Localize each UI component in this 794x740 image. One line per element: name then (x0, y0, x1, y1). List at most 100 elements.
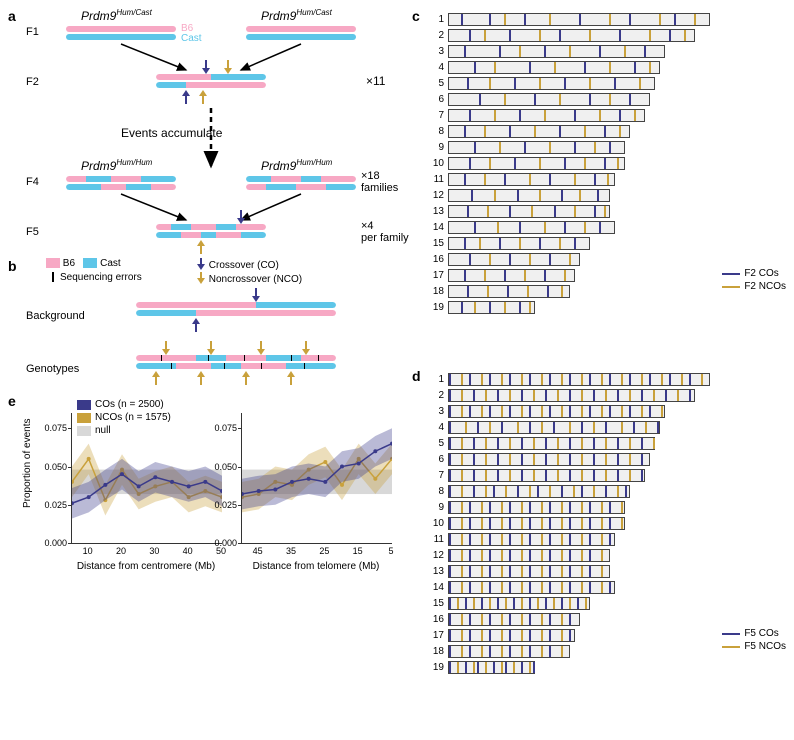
nco-tick (559, 94, 561, 105)
arrow-down-icon (236, 210, 246, 227)
arrow-up-icon (198, 90, 208, 107)
nco-tick (461, 438, 463, 449)
co-tick (479, 94, 481, 105)
nco-tick (557, 470, 559, 481)
co-tick (589, 566, 591, 577)
nco-tick (605, 470, 607, 481)
co-tick (509, 582, 511, 593)
co-tick (449, 598, 451, 609)
chromosome-number: 3 (426, 406, 444, 417)
co-tick (539, 238, 541, 249)
nco-tick (581, 470, 583, 481)
co-tick (665, 390, 667, 401)
co-tick (489, 14, 491, 25)
co-tick (489, 302, 491, 313)
nco-tick (481, 582, 483, 593)
prdm9-label: Prdm9Hum/Cast (261, 8, 332, 23)
arrow-up-icon (181, 90, 191, 107)
co-tick (529, 630, 531, 641)
nco-tick (599, 110, 601, 121)
nco-tick (501, 614, 503, 625)
nco-tick (653, 390, 655, 401)
chromosome-row: 12 (426, 188, 790, 202)
co-tick (605, 422, 607, 433)
arrow-down-icon (256, 341, 266, 358)
co-tick (569, 614, 571, 625)
co-tick (449, 662, 451, 673)
nco-tick (517, 422, 519, 433)
co-tick (469, 374, 471, 385)
co-tick (569, 454, 571, 465)
nco-tick (561, 646, 563, 657)
chromosome-number: 1 (426, 374, 444, 385)
y-tick: 0.025 (205, 500, 237, 510)
co-tick (529, 62, 531, 73)
chromosome-number: 15 (426, 238, 444, 249)
co-tick (467, 286, 469, 297)
nco-tick (519, 238, 521, 249)
nco-tick (581, 518, 583, 529)
co-tick (629, 94, 631, 105)
co-tick (524, 14, 526, 25)
co-tick (497, 470, 499, 481)
arrow-down-icon (201, 60, 211, 77)
co-tick (529, 614, 531, 625)
nco-tick (619, 126, 621, 137)
nco-tick (629, 454, 631, 465)
co-tick (617, 470, 619, 481)
nco-tick (505, 486, 507, 497)
nco-tick (501, 502, 503, 513)
chromosome-bar (448, 453, 650, 466)
co-tick (509, 254, 511, 265)
nco-tick (481, 614, 483, 625)
co-tick (593, 438, 595, 449)
chromosome-row: 5 (426, 76, 790, 90)
nco-tick (539, 78, 541, 89)
co-tick (577, 598, 579, 609)
nco-tick (584, 222, 586, 233)
nco-tick (484, 30, 486, 41)
arrow-down-icon (251, 288, 261, 305)
nco-tick (485, 438, 487, 449)
panel-c-label: c (412, 8, 420, 24)
chromosome-pair (156, 74, 266, 90)
nco-tick (661, 406, 663, 417)
nco-tick (484, 270, 486, 281)
nco-tick (461, 406, 463, 417)
x-tick: 35 (281, 546, 301, 556)
nco-tick (574, 206, 576, 217)
co-tick (609, 374, 611, 385)
chromosome-bar (448, 501, 625, 514)
co-tick (509, 534, 511, 545)
co-tick (464, 238, 466, 249)
chromosome-row: 4 (426, 60, 790, 74)
co-tick (589, 502, 591, 513)
co-tick (629, 14, 631, 25)
y-tick: 0.025 (35, 500, 67, 510)
co-tick (504, 270, 506, 281)
seq-error-tick (318, 355, 319, 361)
nco-tick (521, 598, 523, 609)
co-tick (669, 30, 671, 41)
nco-tick (521, 646, 523, 657)
chromosome-bar (448, 173, 615, 186)
nco-tick (609, 14, 611, 25)
chromosome-bar (448, 485, 630, 498)
chromosome-bar (448, 533, 615, 546)
co-tick (593, 470, 595, 481)
chromosome-bar (448, 373, 710, 386)
co-tick (545, 454, 547, 465)
nco-tick (497, 222, 499, 233)
nco-tick (609, 94, 611, 105)
chromosome-number: 14 (426, 222, 444, 233)
panel-e: e COs (n = 2500) NCOs (n = 1575) nullPro… (8, 393, 408, 593)
co-tick (521, 390, 523, 401)
co-tick (509, 566, 511, 577)
chromosome-bar (448, 581, 615, 594)
co-tick (449, 454, 451, 465)
nco-tick (557, 454, 559, 465)
co-tick (549, 630, 551, 641)
nco-tick (465, 422, 467, 433)
chromosome-bar (448, 13, 710, 26)
co-tick (509, 126, 511, 137)
